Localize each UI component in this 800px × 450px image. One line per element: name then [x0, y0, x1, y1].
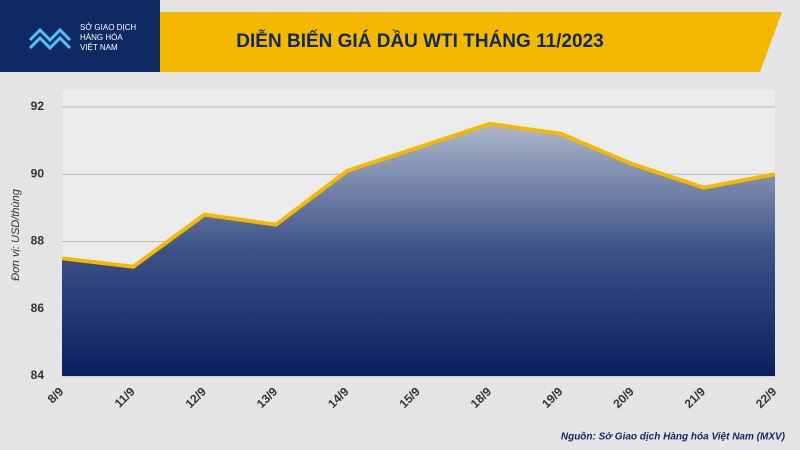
- y-tick-label: 88: [31, 234, 45, 248]
- y-tick-label: 92: [31, 99, 45, 113]
- area: [62, 123, 775, 376]
- logo-text: HÀNG HÓA: [80, 33, 123, 42]
- chart-title: DIỄN BIẾN GIÁ DẦU WTI THÁNG 11/2023: [236, 30, 603, 52]
- y-tick-label: 86: [31, 301, 45, 315]
- y-tick-label: 84: [31, 368, 45, 382]
- logo-icon: [28, 27, 72, 51]
- line: [61, 121, 776, 269]
- title-banner: [140, 12, 782, 72]
- y-tick-label: 90: [31, 166, 45, 180]
- source: Nguồn: Sở Giao dịch Hàng hóa Việt Nam (M…: [561, 431, 786, 443]
- logo-block: [0, 0, 160, 72]
- y-axis-label: Đơn vị: USD/thùng: [10, 188, 22, 281]
- logo-text: VIỆT NAM: [80, 43, 118, 52]
- logo-text: SỞ GIAO DỊCH: [80, 23, 136, 32]
